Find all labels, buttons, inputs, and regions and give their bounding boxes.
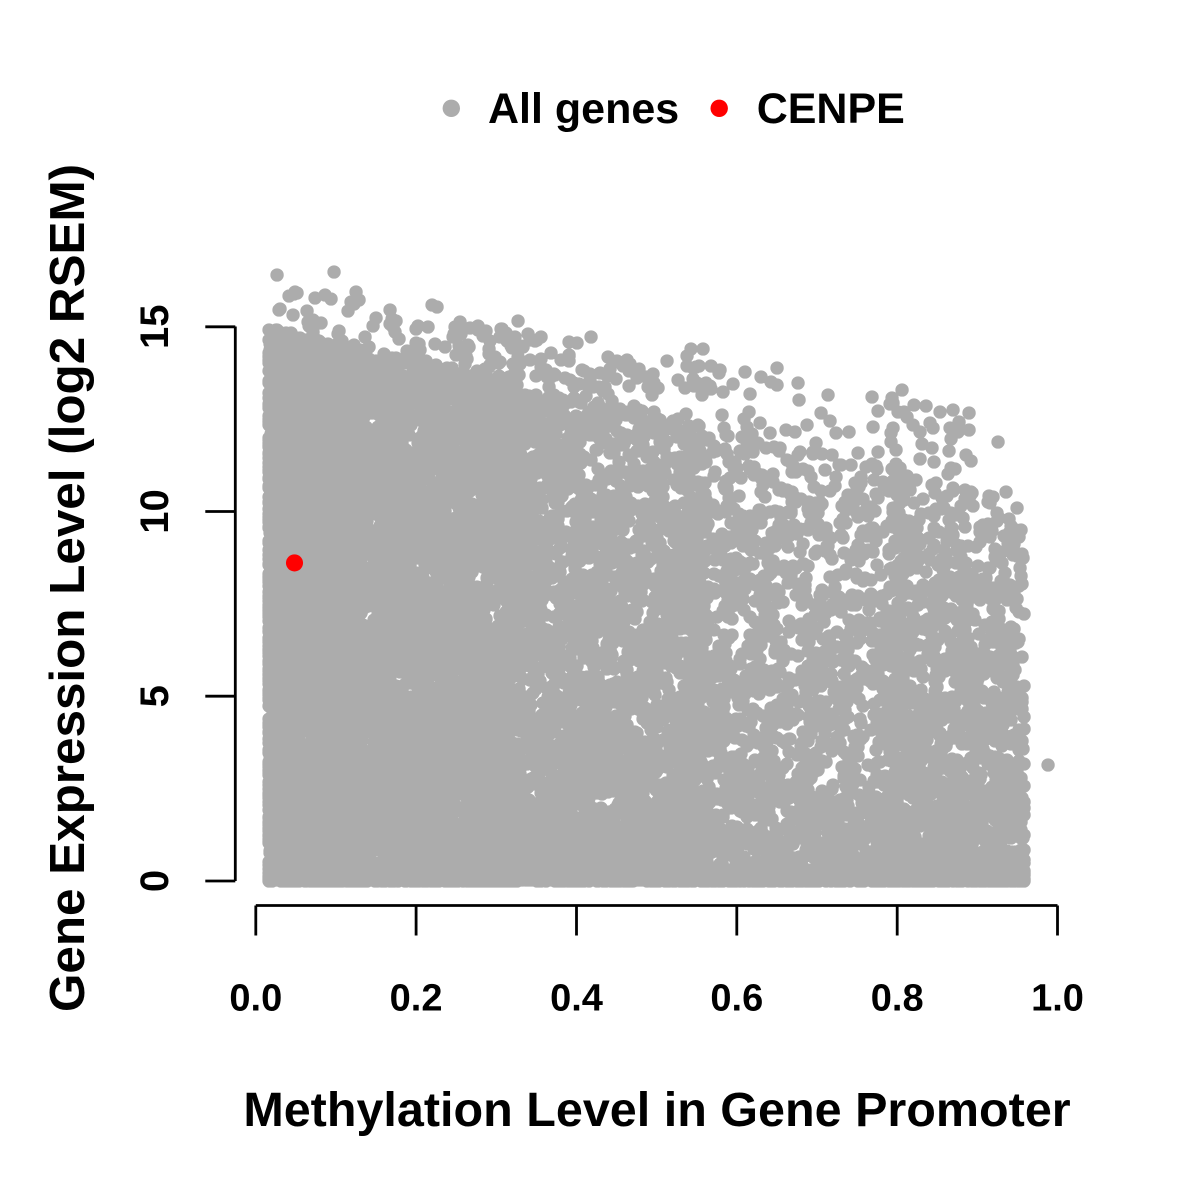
svg-text:15: 15	[133, 305, 177, 350]
svg-text:Methylation Level in Gene Prom: Methylation Level in Gene Promoter	[243, 1083, 1070, 1137]
svg-text:0.4: 0.4	[550, 978, 603, 1020]
svg-text:1.0: 1.0	[1031, 978, 1084, 1020]
svg-text:0.8: 0.8	[871, 978, 924, 1020]
svg-text:0.2: 0.2	[390, 978, 443, 1020]
svg-text:CENPE: CENPE	[757, 85, 905, 133]
svg-text:10: 10	[133, 489, 177, 534]
svg-text:All genes: All genes	[488, 85, 679, 133]
svg-text:0.0: 0.0	[229, 978, 282, 1020]
svg-text:0.6: 0.6	[710, 978, 763, 1020]
svg-text:Gene Expression Level (log2 RS: Gene Expression Level (log2 RSEM)	[40, 164, 95, 1012]
svg-text:5: 5	[133, 685, 177, 707]
svg-text:0: 0	[133, 870, 177, 892]
